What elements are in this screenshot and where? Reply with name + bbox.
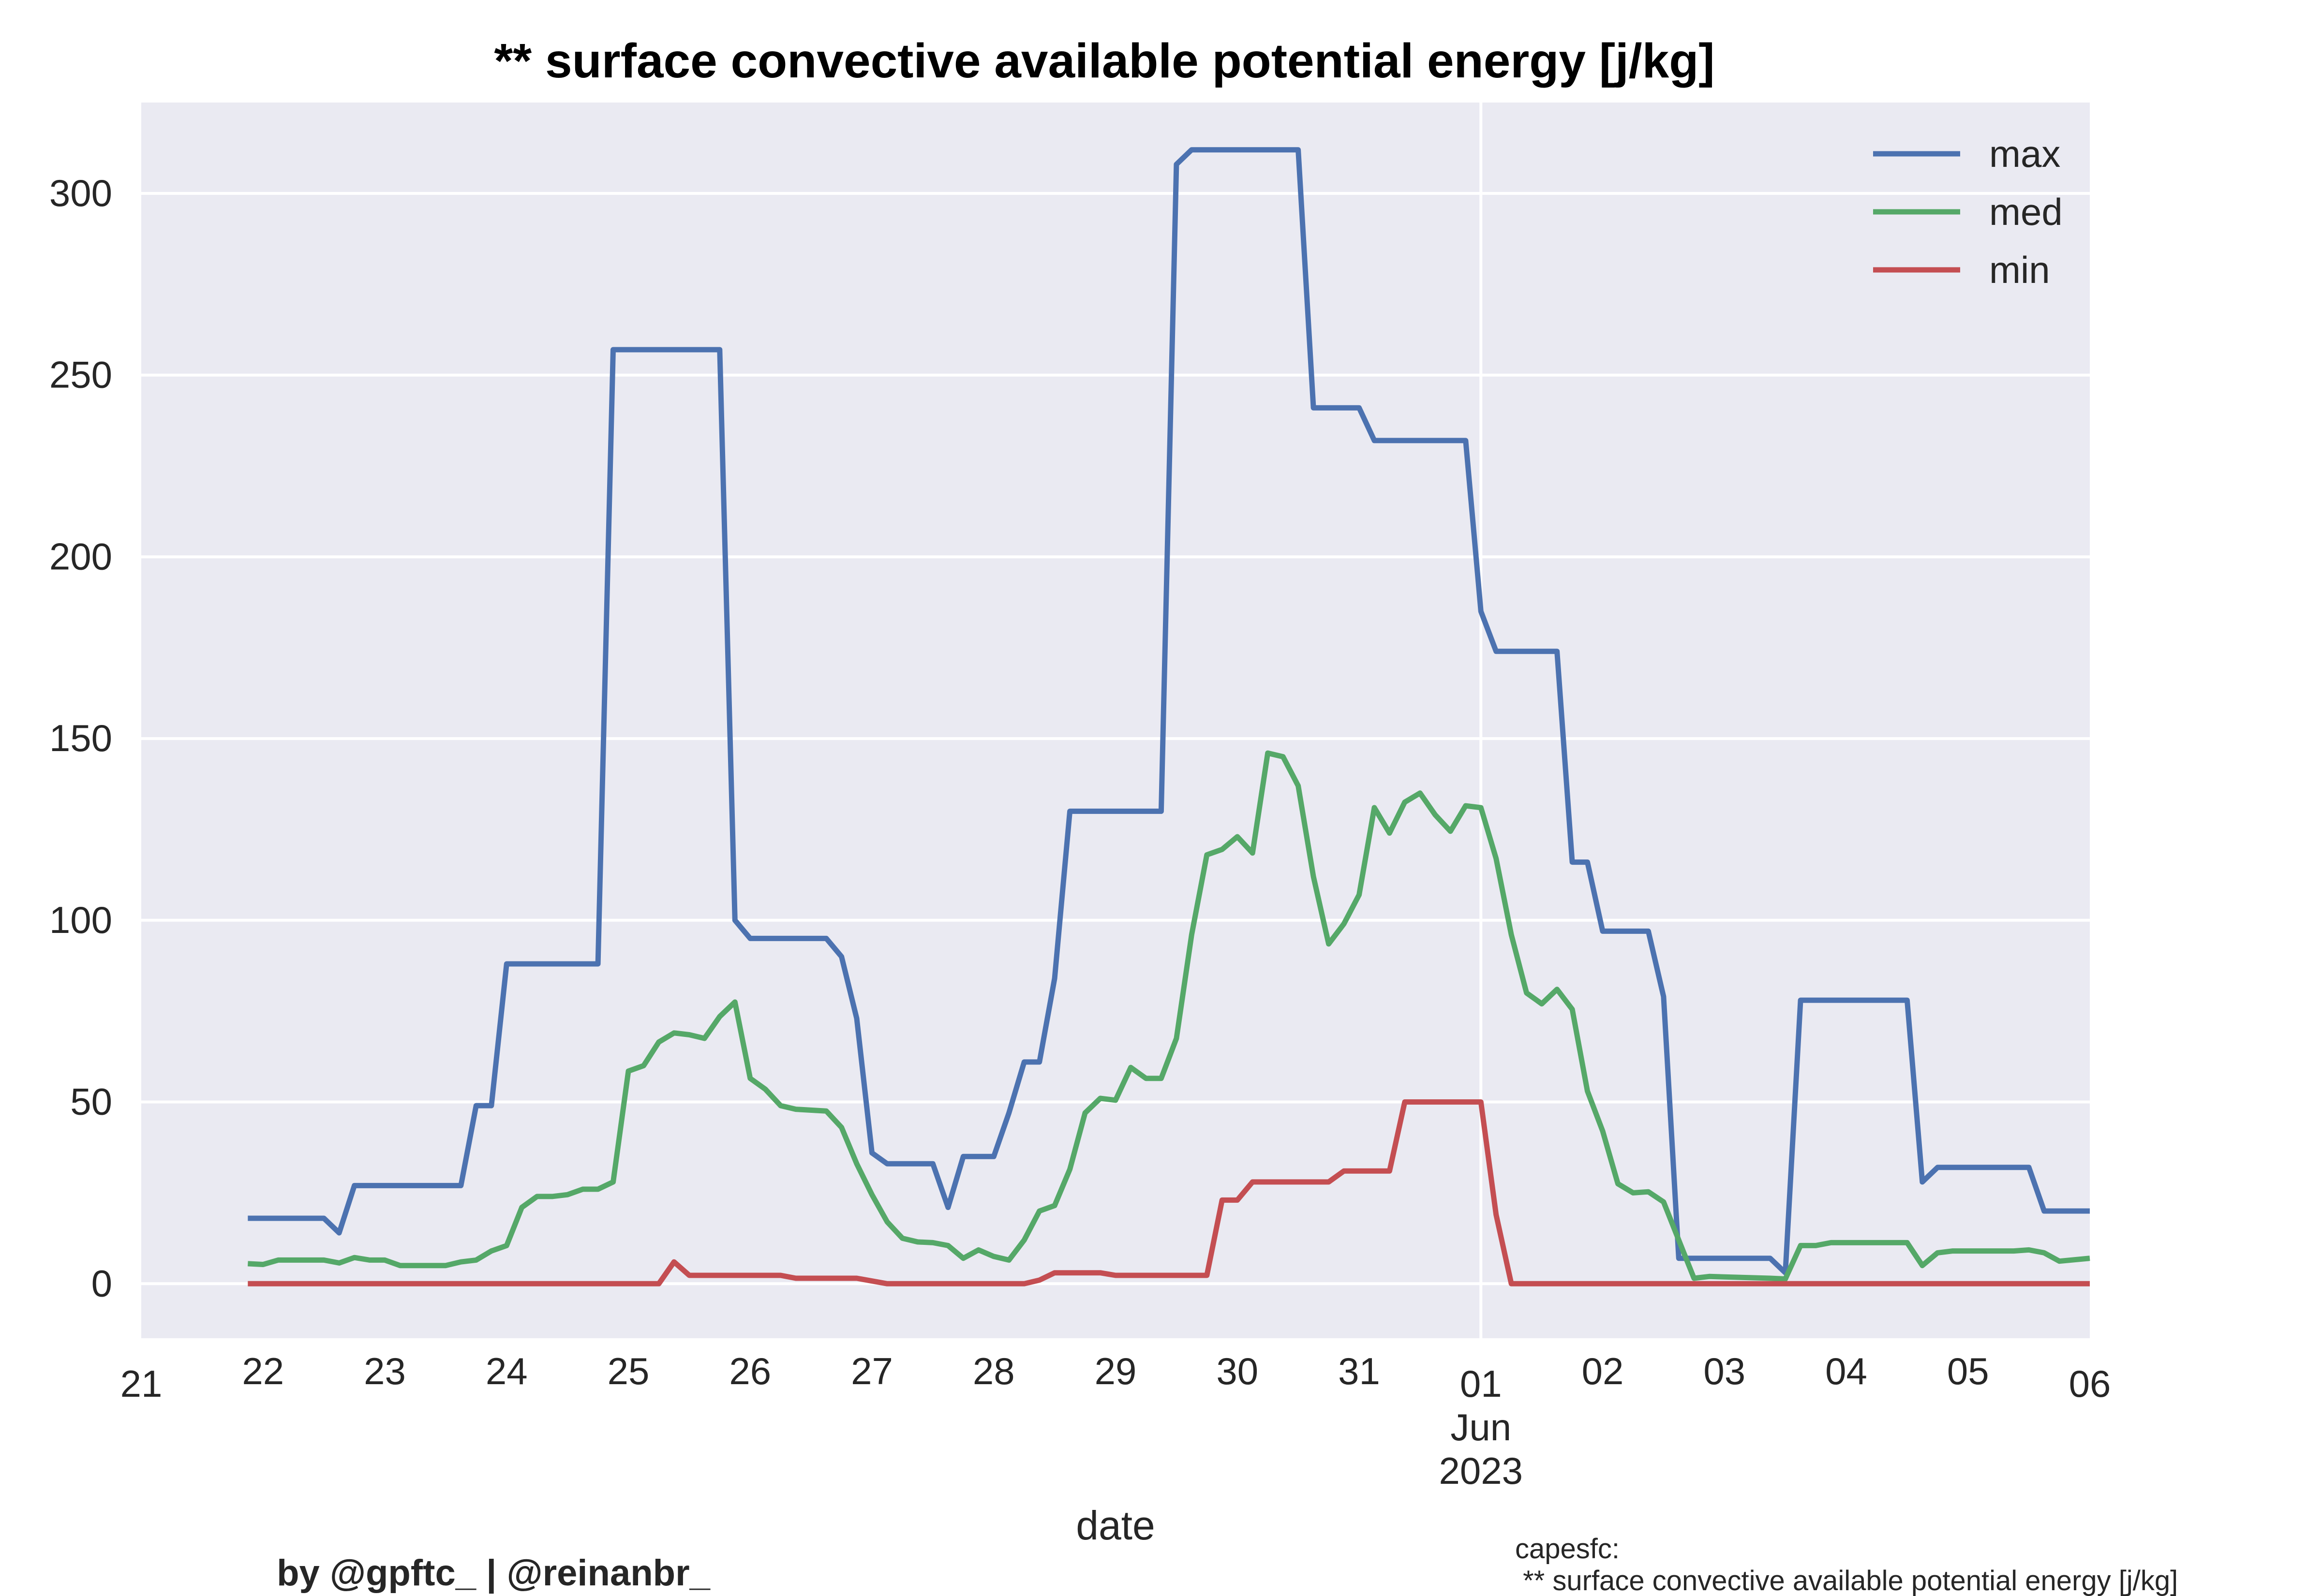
x-tick-label: 24 <box>486 1350 528 1392</box>
x-tick-label: 27 <box>851 1350 893 1392</box>
y-tick-label: 300 <box>49 172 112 214</box>
x-tick-label: 04 <box>1825 1350 1867 1392</box>
x-tick-month-label: Jun <box>1450 1406 1511 1448</box>
x-tick-label: 21 <box>120 1362 163 1405</box>
y-tick-label: 100 <box>49 899 112 941</box>
x-tick-label: 01 <box>1460 1362 1502 1405</box>
y-axis-ticks: 0 50 100 150 200 250 300 <box>49 172 112 1304</box>
x-tick-label: 23 <box>364 1350 406 1392</box>
x-tick-label: 05 <box>1947 1350 1989 1392</box>
series-line-med <box>248 750 2090 1282</box>
chart-title: ** surface convective available potentia… <box>494 34 1714 88</box>
y-tick-label: 150 <box>49 717 112 759</box>
legend-label-min: min <box>1989 249 2050 291</box>
x-tick-label: 02 <box>1582 1350 1624 1392</box>
legend-label-med: med <box>1989 191 2063 233</box>
x-tick-label: 26 <box>729 1350 771 1392</box>
x-tick-label: 22 <box>242 1350 284 1392</box>
plot-area <box>141 103 2090 1338</box>
y-tick-label: 200 <box>49 535 112 577</box>
x-tick-label: 28 <box>973 1350 1015 1392</box>
x-tick-label: 03 <box>1703 1350 1745 1392</box>
legend-label-max: max <box>1989 133 2060 175</box>
x-tick-label: 25 <box>608 1350 650 1392</box>
y-tick-label: 0 <box>91 1262 112 1304</box>
x-tick-label: 06 <box>2069 1362 2111 1405</box>
legend: max med min <box>1873 133 2063 291</box>
x-tick-label: 30 <box>1216 1350 1258 1392</box>
footer-credit: by @gpftc_ | @reinanbr_ <box>277 1552 711 1594</box>
x-tick-year-label: 2023 <box>1439 1449 1523 1492</box>
y-tick-label: 50 <box>70 1080 112 1123</box>
y-tick-label: 250 <box>49 354 112 396</box>
x-tick-label: 31 <box>1338 1350 1380 1392</box>
series-lines <box>248 147 2090 1286</box>
footer-note-line1: capesfc: <box>1515 1533 1620 1565</box>
series-line-max <box>248 147 2090 1276</box>
x-tick-label: 29 <box>1095 1350 1137 1392</box>
x-axis-label: date <box>1076 1503 1155 1548</box>
y-gridlines <box>141 192 2090 1286</box>
footer-note-line2: ** surface convective available potentia… <box>1515 1565 2178 1596</box>
series-line-min <box>248 1099 2090 1286</box>
